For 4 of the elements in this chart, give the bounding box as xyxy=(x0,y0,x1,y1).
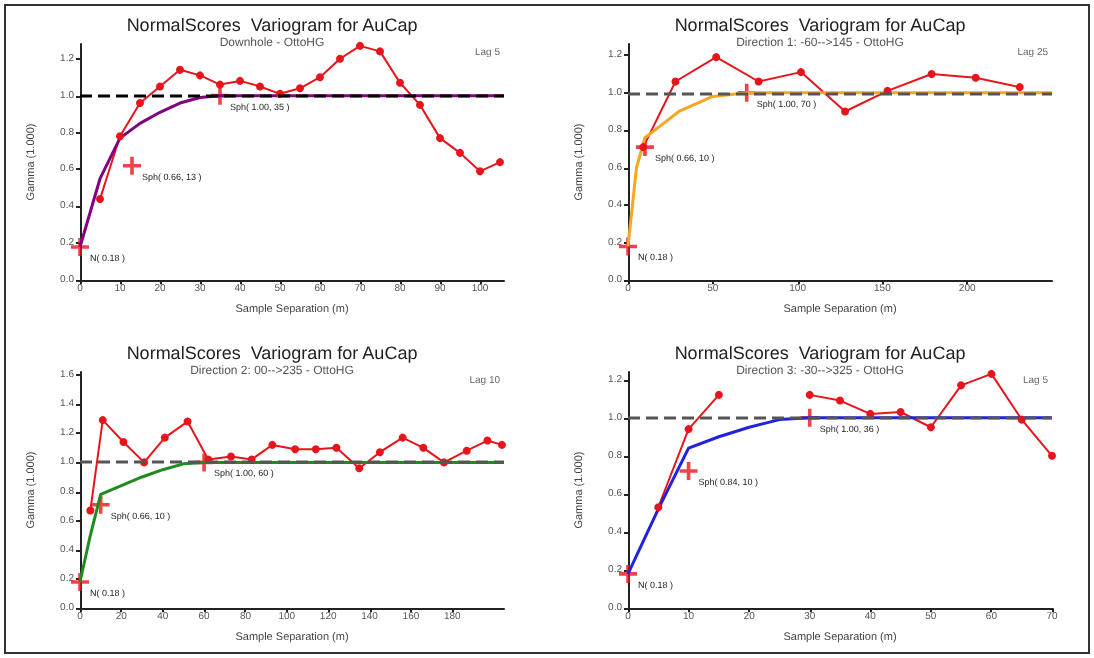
chart-title: NormalScores Variogram for AuCap xyxy=(674,15,966,35)
chart-title: NormalScores Variogram for AuCap xyxy=(126,15,418,35)
chart-title: NormalScores Variogram for AuCap xyxy=(674,343,966,363)
chart-title: NormalScores Variogram for AuCap xyxy=(126,343,418,363)
